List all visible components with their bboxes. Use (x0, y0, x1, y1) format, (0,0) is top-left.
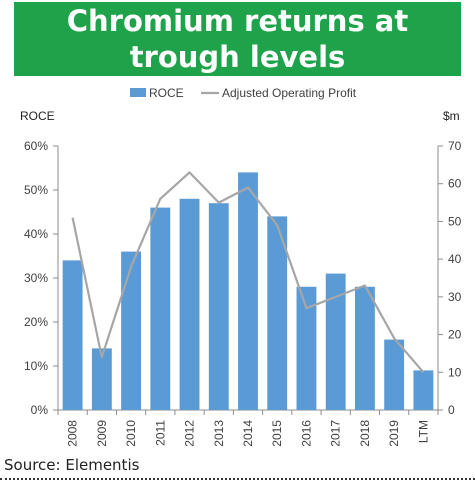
x-tick-label: LTM (416, 420, 430, 443)
roce-bar (354, 286, 375, 410)
x-tick-label: 2018 (358, 420, 372, 447)
x-tick-label: 2016 (299, 420, 313, 447)
x-tick-label: 2019 (387, 420, 401, 447)
roce-bar (296, 286, 317, 410)
left-tick-label: 0% (31, 403, 49, 417)
roce-bar (62, 260, 83, 410)
legend-roce-swatch (130, 88, 146, 97)
right-tick-label: 0 (448, 403, 455, 417)
left-tick-label: 60% (24, 139, 48, 153)
right-axis-title: $m (443, 109, 460, 123)
profit-line (71, 171, 425, 374)
x-tick-label: 2014 (241, 420, 255, 447)
x-tick-label: 2015 (270, 420, 284, 447)
roce-bar (384, 339, 405, 410)
roce-bar (208, 203, 229, 410)
right-tick-label: 60 (448, 177, 462, 191)
x-tick-label: 2010 (124, 420, 138, 447)
roce-bar (179, 198, 200, 410)
left-tick-label: 30% (24, 271, 48, 285)
left-tick-label: 10% (24, 359, 48, 373)
title-banner: Chromium returns at trough levels (14, 2, 461, 76)
right-tick-label: 20 (448, 328, 462, 342)
dotted-divider (0, 478, 475, 480)
left-tick-label: 20% (24, 315, 48, 329)
x-tick-label: 2013 (212, 420, 226, 447)
x-tick-label: 2008 (66, 420, 80, 447)
chart-title: Chromium returns at trough levels (66, 4, 409, 74)
roce-bar (121, 251, 142, 410)
roce-bar (413, 370, 434, 410)
left-axis-title: ROCE (20, 109, 55, 123)
source-note: Source: Elementis (4, 456, 140, 474)
roce-bar (267, 216, 288, 410)
x-tick-label: 2009 (95, 420, 109, 447)
roce-bar (325, 273, 346, 410)
x-tick-label: 2012 (183, 420, 197, 447)
combo-chart: 0% 10% 20% 30% 40% 50% 60% 0 10 20 30 40 50 60 70 ROCE $… (20, 86, 462, 447)
right-tick-label: 40 (448, 252, 462, 266)
right-tick-label: 50 (448, 214, 462, 228)
right-tick-label: 70 (448, 139, 462, 153)
left-tick-label: 40% (24, 227, 48, 241)
roce-bar (91, 348, 112, 410)
left-tick-label: 50% (24, 183, 48, 197)
right-tick-label: 10 (448, 365, 462, 379)
right-tick-label: 30 (448, 290, 462, 304)
legend-profit-label: Adjusted Operating Profit (222, 86, 357, 100)
x-tick-label: 2011 (153, 420, 167, 446)
legend-roce-label: ROCE (149, 86, 184, 100)
roce-bar (150, 207, 171, 410)
roce-bar (238, 172, 258, 410)
x-tick-label: 2017 (329, 420, 343, 447)
